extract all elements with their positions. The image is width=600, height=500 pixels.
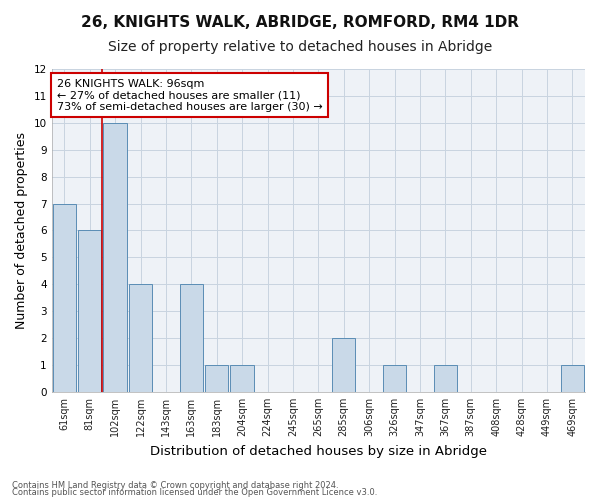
- Bar: [230, 365, 254, 392]
- Text: Contains HM Land Registry data © Crown copyright and database right 2024.: Contains HM Land Registry data © Crown c…: [12, 480, 338, 490]
- Bar: [103, 123, 127, 392]
- Text: Contains public sector information licensed under the Open Government Licence v3: Contains public sector information licen…: [12, 488, 377, 497]
- Bar: [179, 284, 203, 392]
- Bar: [383, 365, 406, 392]
- Bar: [560, 365, 584, 392]
- Bar: [78, 230, 101, 392]
- Text: 26, KNIGHTS WALK, ABRIDGE, ROMFORD, RM4 1DR: 26, KNIGHTS WALK, ABRIDGE, ROMFORD, RM4 …: [81, 15, 519, 30]
- Text: Size of property relative to detached houses in Abridge: Size of property relative to detached ho…: [108, 40, 492, 54]
- Bar: [434, 365, 457, 392]
- Bar: [129, 284, 152, 392]
- Text: 26 KNIGHTS WALK: 96sqm
← 27% of detached houses are smaller (11)
73% of semi-det: 26 KNIGHTS WALK: 96sqm ← 27% of detached…: [57, 78, 323, 112]
- Bar: [205, 365, 229, 392]
- Bar: [53, 204, 76, 392]
- Bar: [332, 338, 355, 392]
- X-axis label: Distribution of detached houses by size in Abridge: Distribution of detached houses by size …: [150, 444, 487, 458]
- Y-axis label: Number of detached properties: Number of detached properties: [15, 132, 28, 329]
